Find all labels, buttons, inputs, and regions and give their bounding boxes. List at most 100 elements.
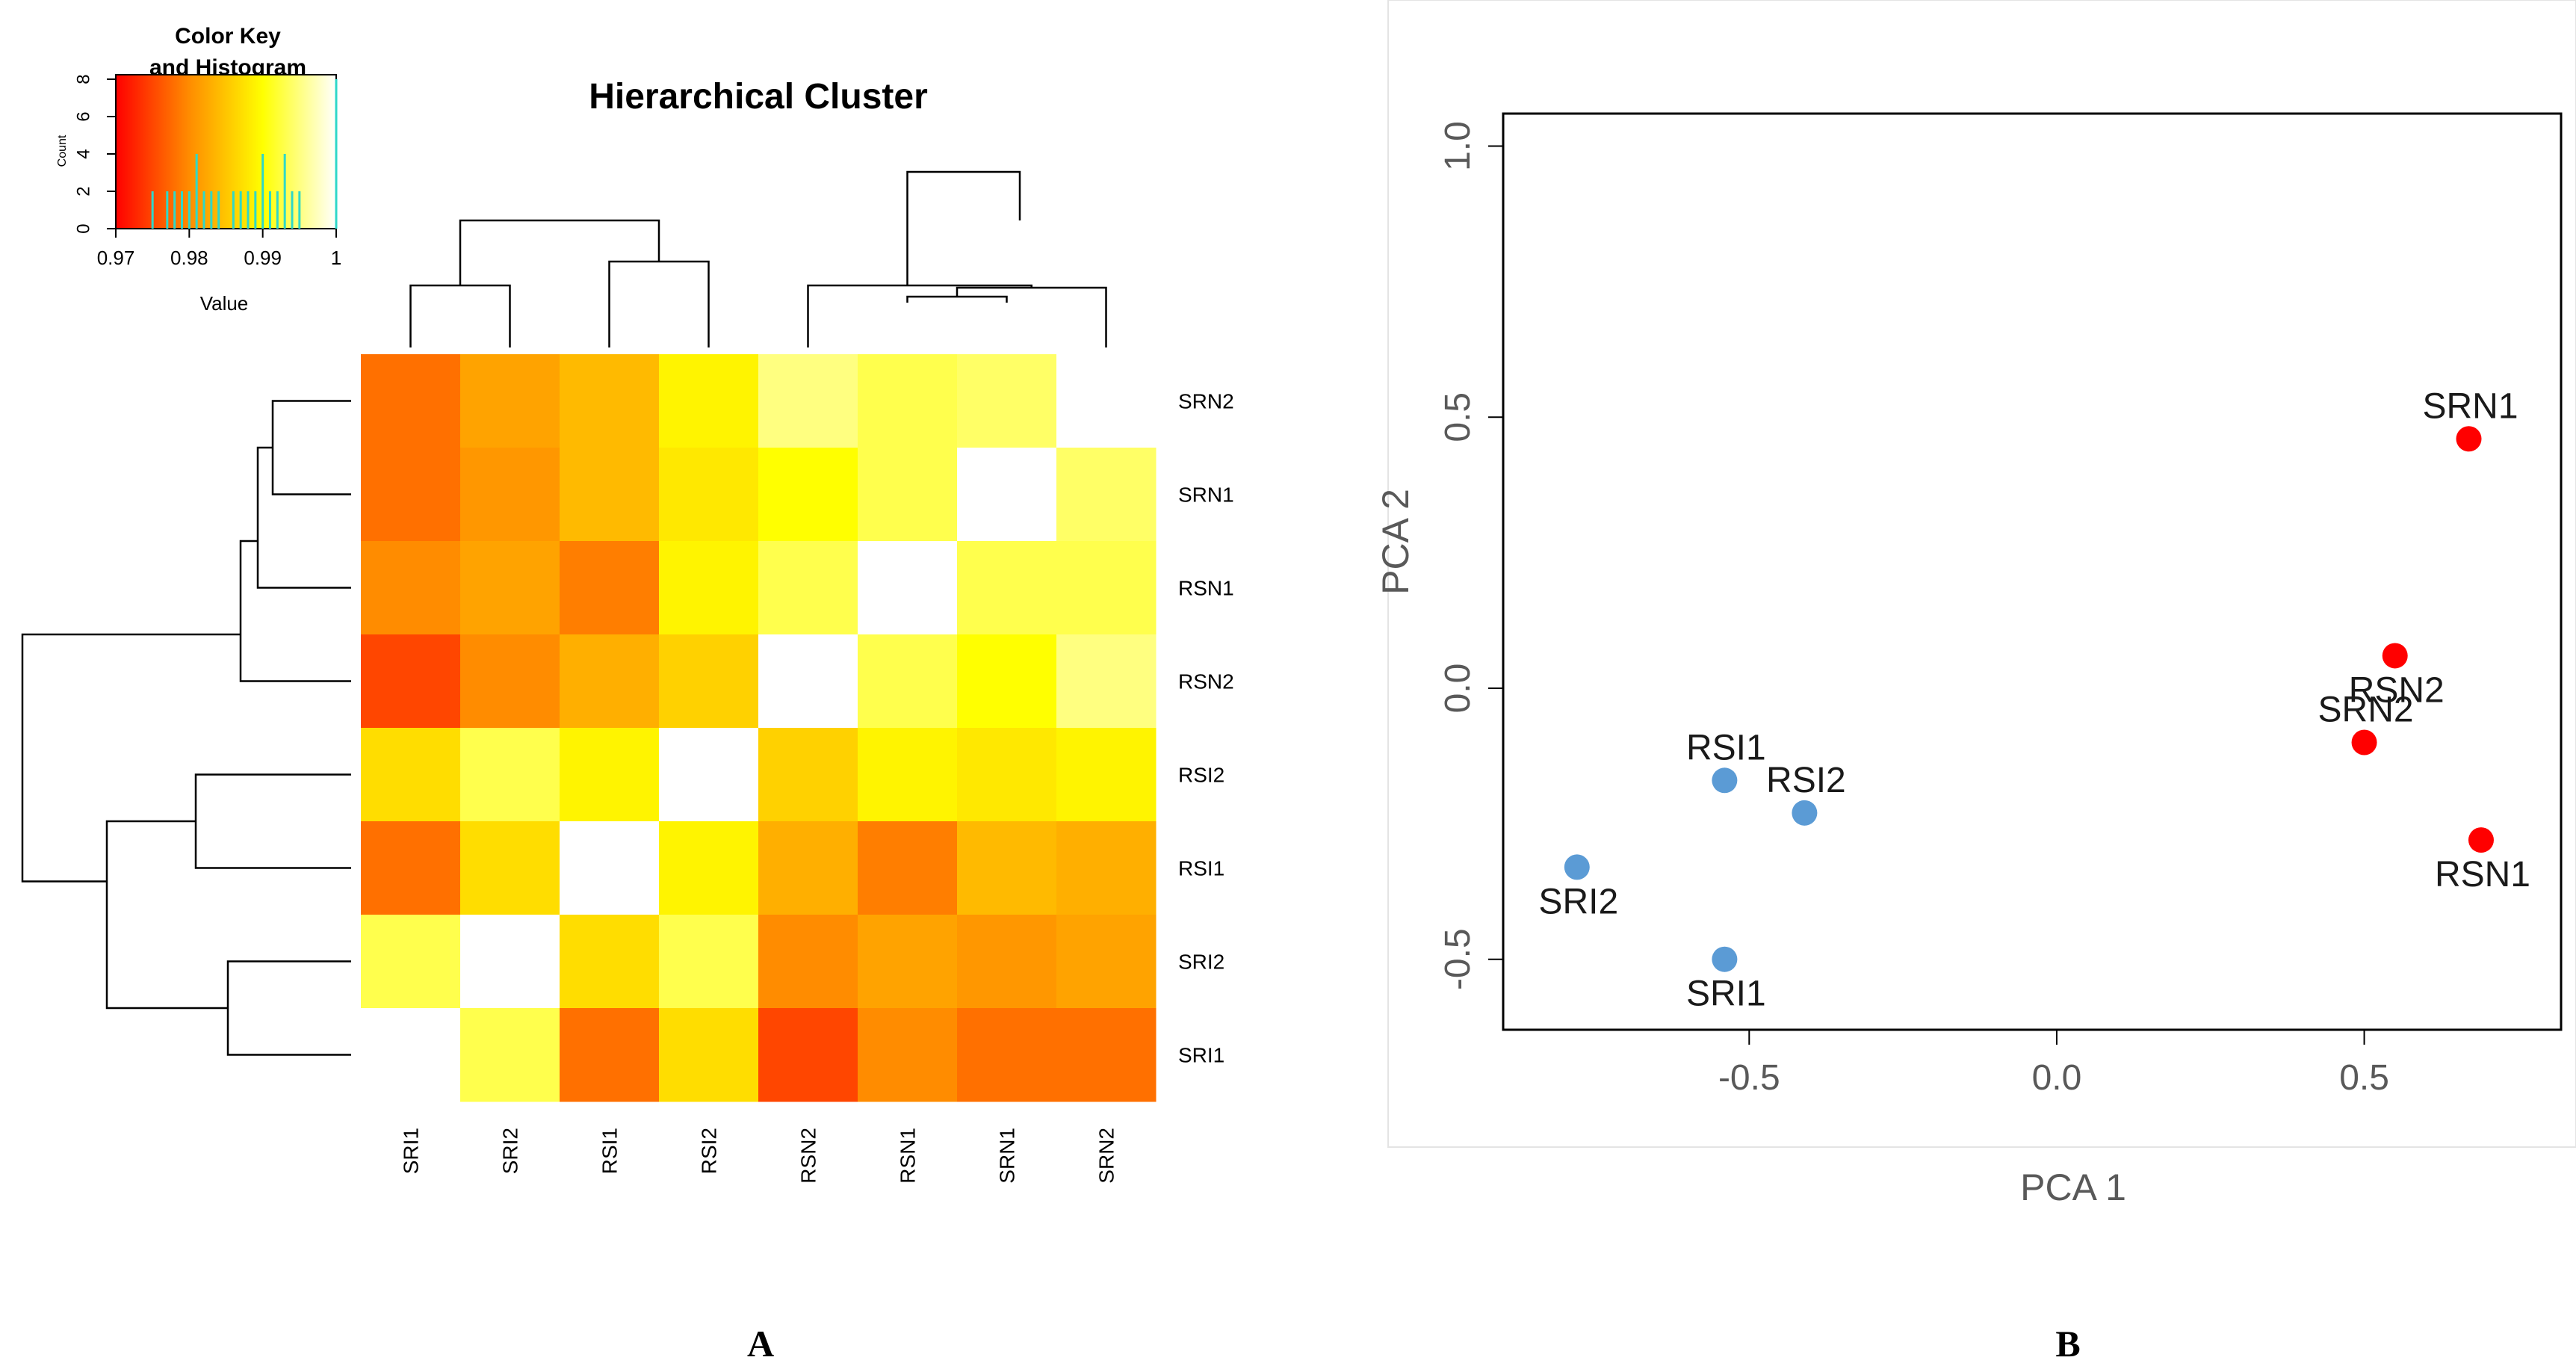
color-key-xtick: 1: [331, 247, 341, 269]
heatmap-cell: [659, 728, 759, 822]
heatmap-cell: [460, 354, 560, 448]
dendrogram-branch: [105, 820, 228, 1010]
heatmap-row-label: RSN2: [1178, 670, 1234, 693]
color-key-ytick: 4: [73, 149, 93, 158]
pca-ylabel: PCA 2: [1375, 489, 1417, 595]
heatmap-cell: [659, 915, 759, 1009]
heatmap-row-label: RSI2: [1178, 764, 1224, 787]
pca-point-label: SRI1: [1686, 974, 1766, 1014]
heatmap-cell: [858, 634, 958, 729]
dendrogram-branch: [409, 284, 511, 347]
color-key-ytick: 8: [73, 74, 93, 84]
dendrogram-branch: [256, 446, 351, 589]
heatmap-cell: [361, 1008, 461, 1102]
pca-panel-frame: [1387, 0, 2576, 1148]
pca-point-label: RSN2: [2349, 670, 2445, 710]
dendrogram-branch: [906, 295, 1008, 303]
heatmap-cell: [758, 821, 858, 915]
heatmap-cell: [858, 541, 958, 635]
color-key-xtick: 0.98: [170, 247, 208, 269]
pca-point-label: SRI2: [1538, 882, 1618, 921]
pca-point: [1712, 946, 1738, 972]
heatmap-cell: [858, 354, 958, 448]
heatmap-cell: [361, 448, 461, 542]
pca-point: [2351, 729, 2377, 755]
heatmap-col-label: SRI2: [499, 1128, 522, 1174]
heatmap-cell: [758, 915, 858, 1009]
heatmap-cell: [858, 448, 958, 542]
pca-point-label: SRN1: [2422, 386, 2518, 426]
heatmap-cell: [460, 821, 560, 915]
heatmap-cell: [858, 821, 958, 915]
heatmap-cell: [1056, 448, 1157, 542]
heatmap-cell: [1056, 541, 1157, 635]
heatmap-col-label: RSN1: [897, 1128, 920, 1184]
color-key-ylabel: Count: [56, 135, 69, 167]
heatmap-cell: [460, 1008, 560, 1102]
heatmap-cell: [460, 728, 560, 822]
heatmap-cell: [361, 728, 461, 822]
heatmap-row-label: RSI1: [1178, 857, 1224, 880]
dendrogram-branch: [608, 260, 710, 347]
color-key: Color Key and Histogram Value Count 0.97…: [56, 24, 341, 315]
heatmap-cell: [858, 915, 958, 1009]
color-key-ytick: 2: [73, 186, 93, 196]
pca-xtick-label: -0.5: [1718, 1058, 1780, 1098]
heatmap-cell: [957, 728, 1057, 822]
dendrogram-branch: [906, 170, 1021, 285]
heatmap-cell: [659, 541, 759, 635]
heatmap-cell: [758, 634, 858, 729]
heatmap-cell: [659, 354, 759, 448]
heatmap-cell: [758, 1008, 858, 1102]
dendrogram-branch: [239, 540, 351, 682]
heatmap-row-label: SRI1: [1178, 1044, 1224, 1067]
heatmap-col-label: SRN1: [996, 1128, 1019, 1184]
heatmap-row-label: SRN1: [1178, 483, 1234, 507]
column-dendrogram: [409, 170, 1107, 347]
heatmap-cell: [957, 915, 1057, 1009]
heatmap-cell: [758, 728, 858, 822]
heatmap-cell: [957, 821, 1057, 915]
pca-point: [2456, 426, 2482, 452]
color-key-xtick: 0.99: [244, 247, 282, 269]
panel-label-a: A: [747, 1323, 774, 1365]
heatmap-row-label: RSN1: [1178, 577, 1234, 600]
heatmap-cell: [460, 915, 560, 1009]
heatmap-cell: [957, 448, 1057, 542]
dendrogram-branch: [226, 960, 351, 1056]
heatmap-cell: [560, 915, 660, 1009]
heatmap-panel: Color Key and Histogram Value Count 0.97…: [21, 24, 1234, 1365]
heatmap-cell: [758, 354, 858, 448]
heatmap-cell: [957, 354, 1057, 448]
pca-plot-area: [1502, 112, 2563, 1031]
heatmap-cell: [659, 1008, 759, 1102]
panel-label-b: B: [2055, 1323, 2080, 1365]
color-key-xlabel: Value: [200, 292, 249, 315]
pca-point-label: RSI2: [1766, 761, 1846, 800]
heatmap-col-label: SRI1: [400, 1128, 423, 1174]
heatmap-cell: [659, 448, 759, 542]
heatmap-cell: [560, 728, 660, 822]
color-key-gradient: [115, 74, 337, 229]
heatmap-cell: [1056, 354, 1157, 448]
heatmap-cell: [361, 354, 461, 448]
color-key-xtick: 0.97: [97, 247, 135, 269]
dendrogram-branch: [271, 400, 351, 495]
heatmap-col-label: RSI2: [698, 1128, 721, 1174]
heatmap-cell: [560, 634, 660, 729]
heatmap-cell: [1056, 821, 1157, 915]
heatmap-cell: [361, 541, 461, 635]
dendrogram-branch: [21, 633, 241, 883]
heatmap-cell: [957, 541, 1057, 635]
heatmap-cell: [1056, 915, 1157, 1009]
pca-point: [1564, 854, 1590, 880]
heatmap-cell: [560, 821, 660, 915]
heatmap-cell: [460, 448, 560, 542]
pca-ytick-label: 0.5: [1438, 392, 1478, 442]
dendrogram-branch: [807, 284, 1032, 347]
heatmap-grid: SRN2 SRN1 RSN1 RSN2 RSI2 RSI1 SRI2 SRI1 SRI1 SRI2…: [361, 354, 1234, 1184]
pca-point: [1712, 767, 1738, 794]
heatmap-col-label: SRN2: [1095, 1128, 1118, 1184]
heatmap-cell: [361, 634, 461, 729]
